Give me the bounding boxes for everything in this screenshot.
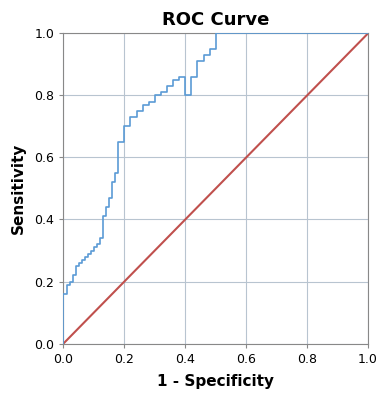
Y-axis label: Sensitivity: Sensitivity <box>11 143 26 234</box>
X-axis label: 1 - Specificity: 1 - Specificity <box>157 374 274 389</box>
Title: ROC Curve: ROC Curve <box>162 11 270 29</box>
